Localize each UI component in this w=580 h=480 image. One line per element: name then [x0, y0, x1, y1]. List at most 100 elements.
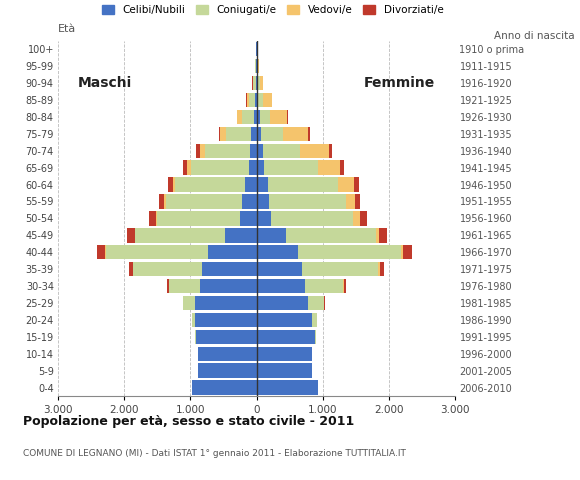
Bar	[253, 76, 256, 90]
Bar	[260, 76, 263, 90]
Bar	[256, 76, 258, 90]
Bar	[256, 93, 258, 107]
Bar	[133, 262, 202, 276]
Bar	[300, 144, 329, 158]
Bar	[346, 194, 355, 209]
Bar	[270, 110, 288, 124]
Bar	[183, 160, 187, 175]
Bar	[128, 228, 135, 242]
Bar	[298, 245, 401, 259]
Bar	[205, 144, 250, 158]
Bar	[264, 160, 318, 175]
Bar	[263, 144, 300, 158]
Bar	[256, 144, 263, 158]
Bar	[195, 312, 256, 327]
Bar	[237, 110, 242, 124]
Bar	[208, 245, 256, 259]
Text: Anno di nascita: Anno di nascita	[494, 31, 574, 41]
Bar	[157, 211, 240, 226]
Bar	[256, 59, 258, 73]
Bar	[256, 211, 270, 226]
Bar	[329, 144, 332, 158]
Bar	[256, 330, 315, 344]
Bar	[256, 194, 269, 209]
Bar	[338, 178, 354, 192]
Bar	[258, 93, 263, 107]
Text: Femmine: Femmine	[364, 76, 436, 90]
Bar	[256, 228, 286, 242]
Bar	[256, 363, 311, 378]
Bar	[354, 178, 359, 192]
Bar	[256, 347, 311, 361]
Bar	[219, 127, 220, 141]
Bar	[198, 363, 256, 378]
Bar	[249, 160, 256, 175]
Bar	[197, 144, 200, 158]
Bar	[195, 296, 256, 310]
Bar	[380, 262, 384, 276]
Bar	[192, 312, 195, 327]
Bar	[302, 262, 379, 276]
Bar	[164, 194, 166, 209]
Bar	[355, 194, 360, 209]
Bar	[401, 245, 403, 259]
Bar	[191, 160, 249, 175]
Bar	[129, 262, 133, 276]
Bar	[379, 262, 380, 276]
Text: COMUNE DI LEGNANO (MI) - Dati ISTAT 1° gennaio 2011 - Elaborazione TUTTITALIA.IT: COMUNE DI LEGNANO (MI) - Dati ISTAT 1° g…	[23, 449, 406, 458]
Bar	[286, 228, 376, 242]
Bar	[256, 110, 260, 124]
Text: Maschi: Maschi	[78, 76, 132, 90]
Bar	[255, 59, 256, 73]
Bar	[315, 330, 316, 344]
Bar	[256, 380, 318, 395]
Bar	[242, 110, 254, 124]
Bar	[254, 110, 256, 124]
Bar	[183, 296, 195, 310]
Bar	[106, 245, 208, 259]
Bar	[305, 279, 343, 293]
Bar	[379, 228, 387, 242]
Bar	[169, 279, 200, 293]
Bar	[261, 127, 283, 141]
Bar	[256, 127, 261, 141]
Legend: Celibi/Nubili, Coniugati/e, Vedovi/e, Divorziati/e: Celibi/Nubili, Coniugati/e, Vedovi/e, Di…	[102, 5, 444, 15]
Bar	[260, 110, 270, 124]
Bar	[173, 178, 175, 192]
Bar	[309, 296, 324, 310]
Bar	[344, 279, 346, 293]
Bar	[256, 178, 267, 192]
Bar	[251, 127, 256, 141]
Bar	[256, 312, 311, 327]
Bar	[245, 178, 256, 192]
Bar	[149, 211, 156, 226]
Bar	[242, 194, 256, 209]
Bar	[256, 245, 298, 259]
Bar	[202, 262, 256, 276]
Bar	[340, 160, 345, 175]
Bar	[318, 160, 340, 175]
Text: Età: Età	[58, 24, 76, 34]
Bar	[256, 160, 264, 175]
Bar	[309, 127, 310, 141]
Bar	[267, 178, 338, 192]
Bar	[225, 228, 256, 242]
Text: Popolazione per età, sesso e stato civile - 2011: Popolazione per età, sesso e stato civil…	[23, 415, 354, 428]
Bar	[403, 245, 412, 259]
Bar	[269, 194, 346, 209]
Bar	[136, 228, 225, 242]
Bar	[195, 330, 256, 344]
Bar	[168, 178, 173, 192]
Bar	[166, 194, 242, 209]
Bar	[263, 93, 272, 107]
Bar	[226, 127, 251, 141]
Bar	[256, 296, 309, 310]
Bar	[258, 59, 259, 73]
Bar	[175, 178, 245, 192]
Bar	[360, 211, 367, 226]
Bar	[258, 76, 260, 90]
Bar	[200, 144, 205, 158]
Bar	[252, 76, 253, 90]
Bar	[311, 312, 317, 327]
Bar	[270, 211, 353, 226]
